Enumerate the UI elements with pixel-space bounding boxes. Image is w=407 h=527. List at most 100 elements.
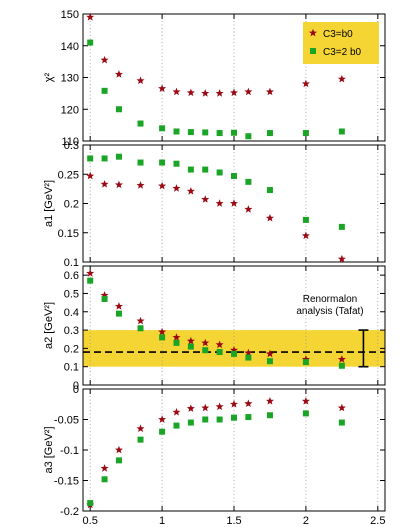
data-point-c3-b0	[100, 180, 109, 188]
data-point-c3-b0	[337, 74, 346, 83]
data-point-c3-b0	[215, 340, 224, 349]
data-point-c3-b0	[301, 231, 310, 240]
y-tick-label: 0.1	[64, 362, 79, 374]
data-point-c3-2b0	[87, 155, 94, 162]
data-point-c3-b0	[158, 181, 167, 190]
data-point-c3-2b0	[202, 416, 209, 423]
data-point-c3-b0	[301, 355, 310, 363]
data-point-c3-b0	[215, 199, 224, 207]
data-point-c3-b0	[114, 70, 123, 78]
data-point-c3-2b0	[173, 339, 180, 346]
y-tick-label: 120	[61, 104, 79, 116]
data-point-c3-b0	[265, 349, 274, 358]
data-point-c3-b0	[265, 87, 274, 96]
data-point-c3-2b0	[101, 295, 108, 302]
data-point-c3-b0	[172, 87, 181, 96]
data-point-c3-2b0	[266, 358, 273, 365]
data-point-c3-b0	[337, 355, 346, 363]
data-point-c3-b0	[244, 205, 253, 213]
data-point-c3-2b0	[245, 178, 252, 185]
data-point-c3-b0	[114, 302, 123, 310]
legend-label: C3=b0	[323, 29, 353, 40]
data-point-c3-b0	[201, 89, 210, 97]
y-tick-label: 0.3	[64, 140, 79, 152]
data-point-c3-b0	[114, 445, 123, 454]
y-tick-label: 0	[73, 380, 79, 392]
data-point-c3-2b0	[137, 325, 144, 332]
data-point-c3-2b0	[216, 416, 223, 423]
data-point-c3-2b0	[202, 347, 209, 354]
y-tick-label: 0.25	[58, 169, 79, 181]
data-point-c3-2b0	[137, 436, 144, 443]
data-point-c3-2b0	[231, 414, 237, 421]
data-point-c3-b0	[158, 84, 167, 93]
y-axis-label: χ²	[43, 72, 55, 82]
y-tick-label: 130	[61, 73, 79, 85]
data-point-c3-b0	[244, 399, 253, 408]
legend-label: C3=2 b0	[323, 47, 362, 58]
data-point-c3-2b0	[173, 160, 180, 167]
data-point-c3-2b0	[101, 476, 108, 483]
y-tick-label: -0.2	[60, 506, 79, 518]
y-tick-label: -0.1	[60, 445, 79, 457]
data-point-c3-b0	[136, 76, 145, 85]
data-point-c3-2b0	[137, 159, 144, 166]
data-point-c3-2b0	[338, 419, 345, 426]
data-point-c3-b0	[230, 346, 238, 354]
y-tick-label: 110	[61, 136, 79, 148]
data-point-c3-b0	[337, 403, 346, 412]
data-point-c3-2b0	[115, 106, 122, 113]
y-tick-label: 0.2	[64, 343, 79, 355]
data-point-c3-b0	[136, 316, 145, 325]
data-point-c3-2b0	[266, 187, 273, 194]
data-point-c3-2b0	[115, 153, 122, 160]
legend-marker	[310, 48, 316, 54]
y-tick-label: 0.1	[64, 257, 79, 269]
data-point-c3-b0	[158, 327, 167, 336]
data-point-c3-2b0	[216, 169, 223, 176]
data-point-c3-b0	[186, 88, 195, 97]
data-point-c3-b0	[215, 402, 224, 411]
data-point-c3-b0	[244, 348, 253, 357]
data-point-c3-b0	[301, 79, 310, 88]
data-point-c3-b0	[230, 400, 238, 408]
data-point-c3-2b0	[173, 422, 180, 429]
y-tick-label: 140	[61, 41, 79, 53]
y-tick-label: 0.5	[64, 288, 79, 300]
panel-1: 110 120 130 140 150 χ² C3=b0 C3=2 b0	[43, 9, 386, 148]
data-point-c3-2b0	[216, 130, 223, 137]
data-point-c3-b0	[172, 407, 181, 416]
panel-3: 0 0.1 0.2 0.3 0.4 0.5 0.6 a2 [GeV²] Renormalonan…	[43, 265, 386, 392]
annotation-text: Renormalon	[303, 294, 357, 305]
data-point-c3-2b0	[87, 39, 94, 46]
data-point-c3-2b0	[101, 87, 108, 94]
data-point-c3-2b0	[338, 128, 345, 135]
y-tick-label: 0.3	[64, 325, 79, 337]
data-point-c3-b0	[186, 404, 195, 412]
data-point-c3-b0	[86, 171, 95, 180]
y-tick-label: -0.15	[54, 476, 79, 488]
data-point-c3-b0	[86, 12, 95, 21]
data-point-c3-2b0	[202, 129, 209, 136]
y-axis-label: a1 [GeV²]	[43, 180, 55, 227]
data-point-c3-2b0	[187, 166, 194, 173]
data-point-c3-b0	[136, 424, 145, 433]
data-point-c3-2b0	[137, 120, 144, 127]
data-point-c3-2b0	[302, 216, 309, 223]
data-point-c3-2b0	[187, 129, 194, 136]
data-point-c3-b0	[215, 89, 224, 97]
data-point-c3-2b0	[302, 359, 309, 366]
data-point-c3-2b0	[338, 223, 345, 230]
data-point-c3-b0	[158, 415, 167, 423]
data-point-c3-b0	[186, 336, 195, 345]
data-point-c3-2b0	[173, 128, 180, 135]
data-point-c3-b0	[186, 187, 195, 195]
data-point-c3-b0	[337, 254, 346, 263]
data-point-c3-b0	[265, 213, 274, 222]
data-point-c3-2b0	[266, 412, 273, 419]
data-point-c3-2b0	[159, 125, 166, 132]
y-tick-label: 0	[73, 384, 79, 396]
y-tick-label: -0.05	[54, 415, 79, 427]
data-point-c3-2b0	[245, 414, 252, 421]
data-point-c3-2b0	[87, 500, 94, 507]
